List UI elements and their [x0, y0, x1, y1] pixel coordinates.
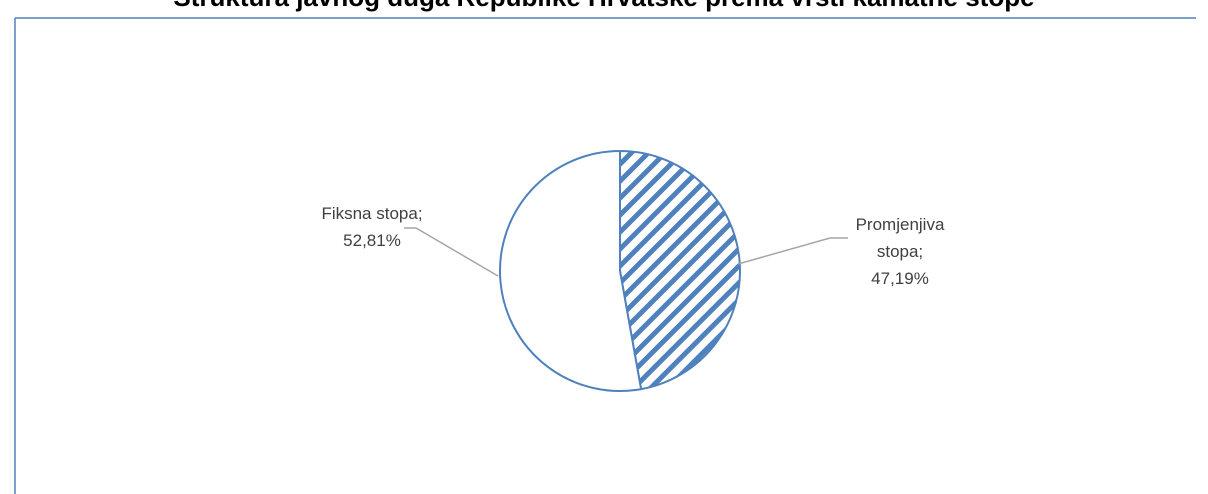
pie-slice-promjenjiva-stopa	[619, 149, 741, 391]
slice-label-line: Fiksna stopa;	[321, 204, 422, 223]
leader-line-fiksna-stopa	[404, 227, 499, 277]
leader-line-promjenjiva-stopa	[737, 237, 848, 265]
slice-label-line: 47,19%	[871, 269, 929, 288]
slice-labels: Promjenjiva stopa; 47,19% Fiksna stopa; 52,8…	[321, 204, 945, 288]
slice-label-fiksna-stopa: Fiksna stopa; 52,81%	[321, 204, 422, 250]
pie-slice-fiksna-stopa	[499, 149, 643, 392]
slice-label-line: Promjenjiva	[856, 215, 945, 234]
pie-slices	[499, 149, 741, 392]
slice-label-promjenjiva-stopa: Promjenjiva stopa; 47,19%	[856, 215, 945, 288]
slice-label-line: stopa;	[877, 242, 923, 261]
slice-label-line: 52,81%	[343, 231, 401, 250]
chart-title: Struktura javnog duga Republike Hrvatske…	[173, 0, 1034, 12]
leader-lines	[404, 227, 848, 277]
